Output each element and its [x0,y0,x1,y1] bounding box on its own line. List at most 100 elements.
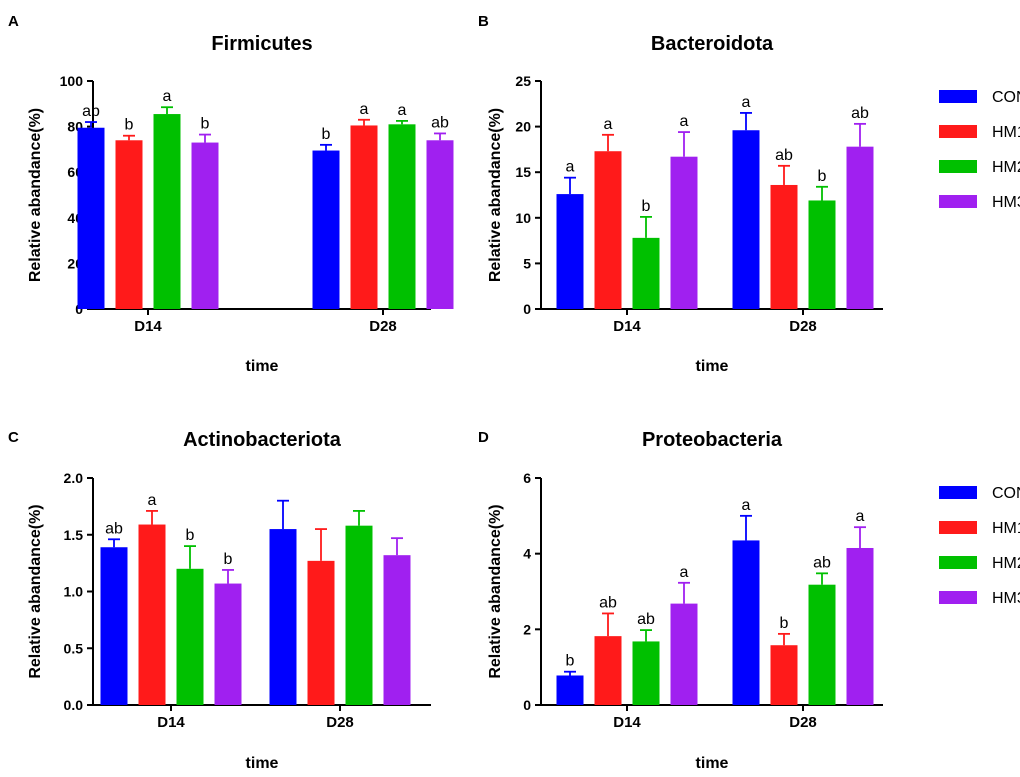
bar-con-d28 [312,150,340,309]
legend-swatch-hm3 [939,591,977,604]
legend-label: HM2 [992,555,1020,572]
legend-swatch-hm2 [939,160,977,173]
y-tick-label: 0 [523,697,531,713]
x-tick-label: D14 [613,714,641,731]
chart-title: Proteobacteria [642,429,783,451]
y-tick-label: 25 [515,73,531,89]
significance-label: a [566,159,575,176]
significance-label: b [780,615,789,632]
x-tick-label: D28 [369,318,397,335]
y-axis-label: Relative abandance(%) [487,504,504,678]
legend-swatch-hm1 [939,521,977,534]
y-tick-label: 0.0 [64,697,84,713]
y-tick-label: 0.5 [64,640,84,656]
significance-label: ab [637,611,655,628]
legend-swatch-hm1 [939,125,977,138]
y-axis-label: Relative abandance(%) [487,108,504,282]
y-tick-label: 5 [523,255,531,271]
bar-hm2-d28 [808,584,836,705]
bar-hm2-d14 [632,237,660,309]
significance-label: b [566,653,575,670]
significance-label: a [856,508,865,525]
significance-label: ab [851,105,869,122]
significance-label: a [742,94,751,111]
x-tick-label: D14 [613,318,641,335]
bar-con-d14 [556,194,584,309]
bar-con-d28 [732,540,760,705]
y-tick-label: 20 [515,119,531,135]
legend-label: CON [992,89,1020,106]
chart-panel-d: D Proteobacteria Relative abandance(%) time… [478,429,883,772]
panel-letter: A [8,13,19,30]
bar-hm1-d28 [350,125,378,310]
y-tick-label: 2.0 [64,470,84,486]
bar-hm3-d14 [670,156,698,309]
y-tick-label: 15 [515,164,531,180]
significance-label: b [186,527,195,544]
panel-letter: D [478,429,489,446]
bar-hm2-d28 [808,200,836,309]
bar-hm2-d14 [153,114,181,309]
bar-hm3-d14 [191,142,219,309]
bar-hm3-d28 [383,555,411,705]
significance-label: b [201,116,210,133]
bar-hm2-d14 [176,568,204,705]
y-tick-label: 10 [515,210,531,226]
legend-label: HM1 [992,520,1020,537]
significance-label: ab [599,594,617,611]
significance-label: ab [813,554,831,571]
legend-label: HM2 [992,159,1020,176]
significance-label: a [742,497,751,514]
bar-con-d14 [100,547,128,705]
significance-label: a [163,88,172,105]
bar-hm1-d14 [138,524,166,705]
bar-hm2-d14 [632,641,660,705]
x-tick-label: D14 [134,318,162,335]
y-axis-label: Relative abandance(%) [27,504,44,678]
bar-hm1-d14 [594,151,622,309]
bar-hm3-d14 [214,583,242,705]
chart-title: Firmicutes [211,33,312,55]
significance-label: b [224,551,233,568]
chart-title: Bacteroidota [651,33,774,55]
x-axis-label: time [246,755,279,772]
x-axis-label: time [696,755,729,772]
y-axis-label: Relative abandance(%) [27,108,44,282]
chart-panel-c: C Actinobacteriota Relative abandance(%) ti… [8,429,431,772]
legend-swatch-hm3 [939,195,977,208]
significance-label: a [680,113,689,130]
bar-hm3-d28 [846,547,874,705]
significance-label: ab [775,147,793,164]
bar-con-d14 [556,675,584,705]
significance-label: b [642,198,651,215]
significance-label: a [398,102,407,119]
x-tick-label: D28 [789,318,817,335]
y-tick-label: 4 [523,546,531,562]
panel-letter: B [478,13,489,30]
significance-label: a [360,101,369,118]
significance-label: ab [82,103,100,120]
legend-label: CON [992,485,1020,502]
bar-hm2-d28 [388,124,416,309]
bar-hm1-d28 [307,560,335,705]
bar-hm1-d14 [594,636,622,705]
legend-label: HM3 [992,590,1020,607]
significance-label: ab [431,114,449,131]
bar-con-d28 [732,130,760,309]
y-tick-label: 0 [523,301,531,317]
bar-hm3-d28 [846,146,874,309]
bar-hm1-d28 [770,645,798,705]
bar-hm1-d14 [115,140,143,309]
significance-label: a [148,492,157,509]
x-tick-label: D28 [789,714,817,731]
panel-letter: C [8,429,19,446]
x-axis-label: time [696,358,729,375]
bar-hm1-d28 [770,184,798,309]
significance-label: b [818,168,827,185]
significance-label: b [125,117,134,134]
significance-label: ab [105,520,123,537]
legend-label: HM1 [992,124,1020,141]
bar-hm2-d28 [345,525,373,705]
